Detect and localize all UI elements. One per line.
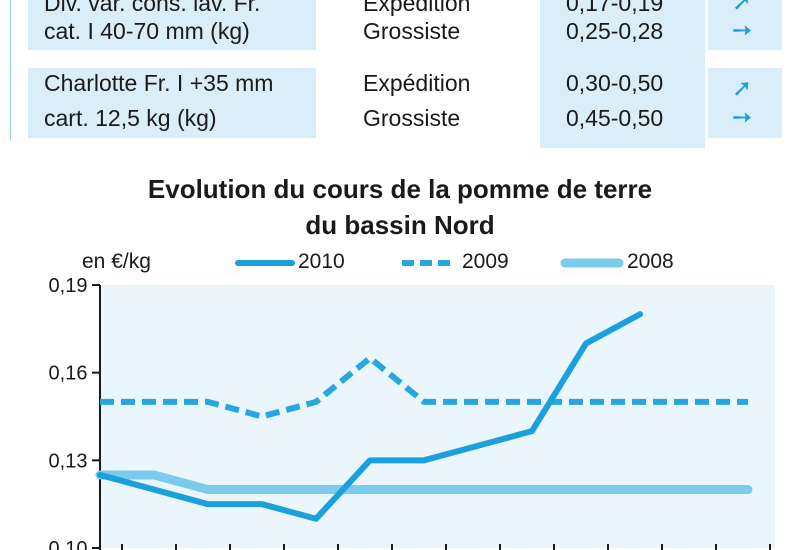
trend-stable-icon: ➙ [732,17,753,44]
series-line-2009 [100,355,748,420]
chart-title: Evolution du cours de la pomme de terre [147,174,653,204]
legend-label-2010: 2010 [298,250,345,273]
stage-label: Expédition [363,0,471,16]
legend-label-2009: 2009 [462,250,509,273]
price-value: 0,45-0,50 [566,105,664,131]
table-left-border [10,0,11,140]
price-value: 0,25-0,28 [566,18,664,44]
product-cell [28,0,316,50]
y-tick-label: 0,16 [49,363,88,385]
stage-label: Grossiste [363,18,461,44]
stage-label: Expédition [363,70,471,96]
price-value: 0,17-0,19 [566,0,664,16]
price-table: Div. var. cons. lav. Fr. cat. I 40-70 mm… [0,0,800,148]
trend-stable-icon: ➙ [732,104,753,131]
y-tick-label: 0,13 [49,450,88,472]
stage-label: Grossiste [363,105,461,131]
trend-cell [708,0,782,50]
trend-up-icon: ➚ [732,75,753,102]
series-line-2008 [95,470,753,495]
trend-up-icon: ➚ [732,0,753,16]
product-line: Charlotte Fr. I +35 mm [44,70,274,96]
product-line: cart. 12,5 kg (kg) [44,105,217,131]
y-tick-label: 0,10 [49,538,88,550]
price-cell [540,0,705,148]
series-line-2010 [97,311,643,522]
trend-cell [708,68,782,138]
price-value: 0,30-0,50 [566,70,664,96]
product-line: Div. var. cons. lav. Fr. [44,0,261,16]
product-cell [28,68,316,138]
product-line: cat. I 40-70 mm (kg) [44,18,250,44]
chart-subtitle: du bassin Nord [305,210,495,240]
plot-area [100,285,775,548]
y-axis-unit: en €/kg [82,250,151,273]
y-tick-label: 0,19 [49,275,88,297]
legend-label-2008: 2008 [627,250,674,273]
